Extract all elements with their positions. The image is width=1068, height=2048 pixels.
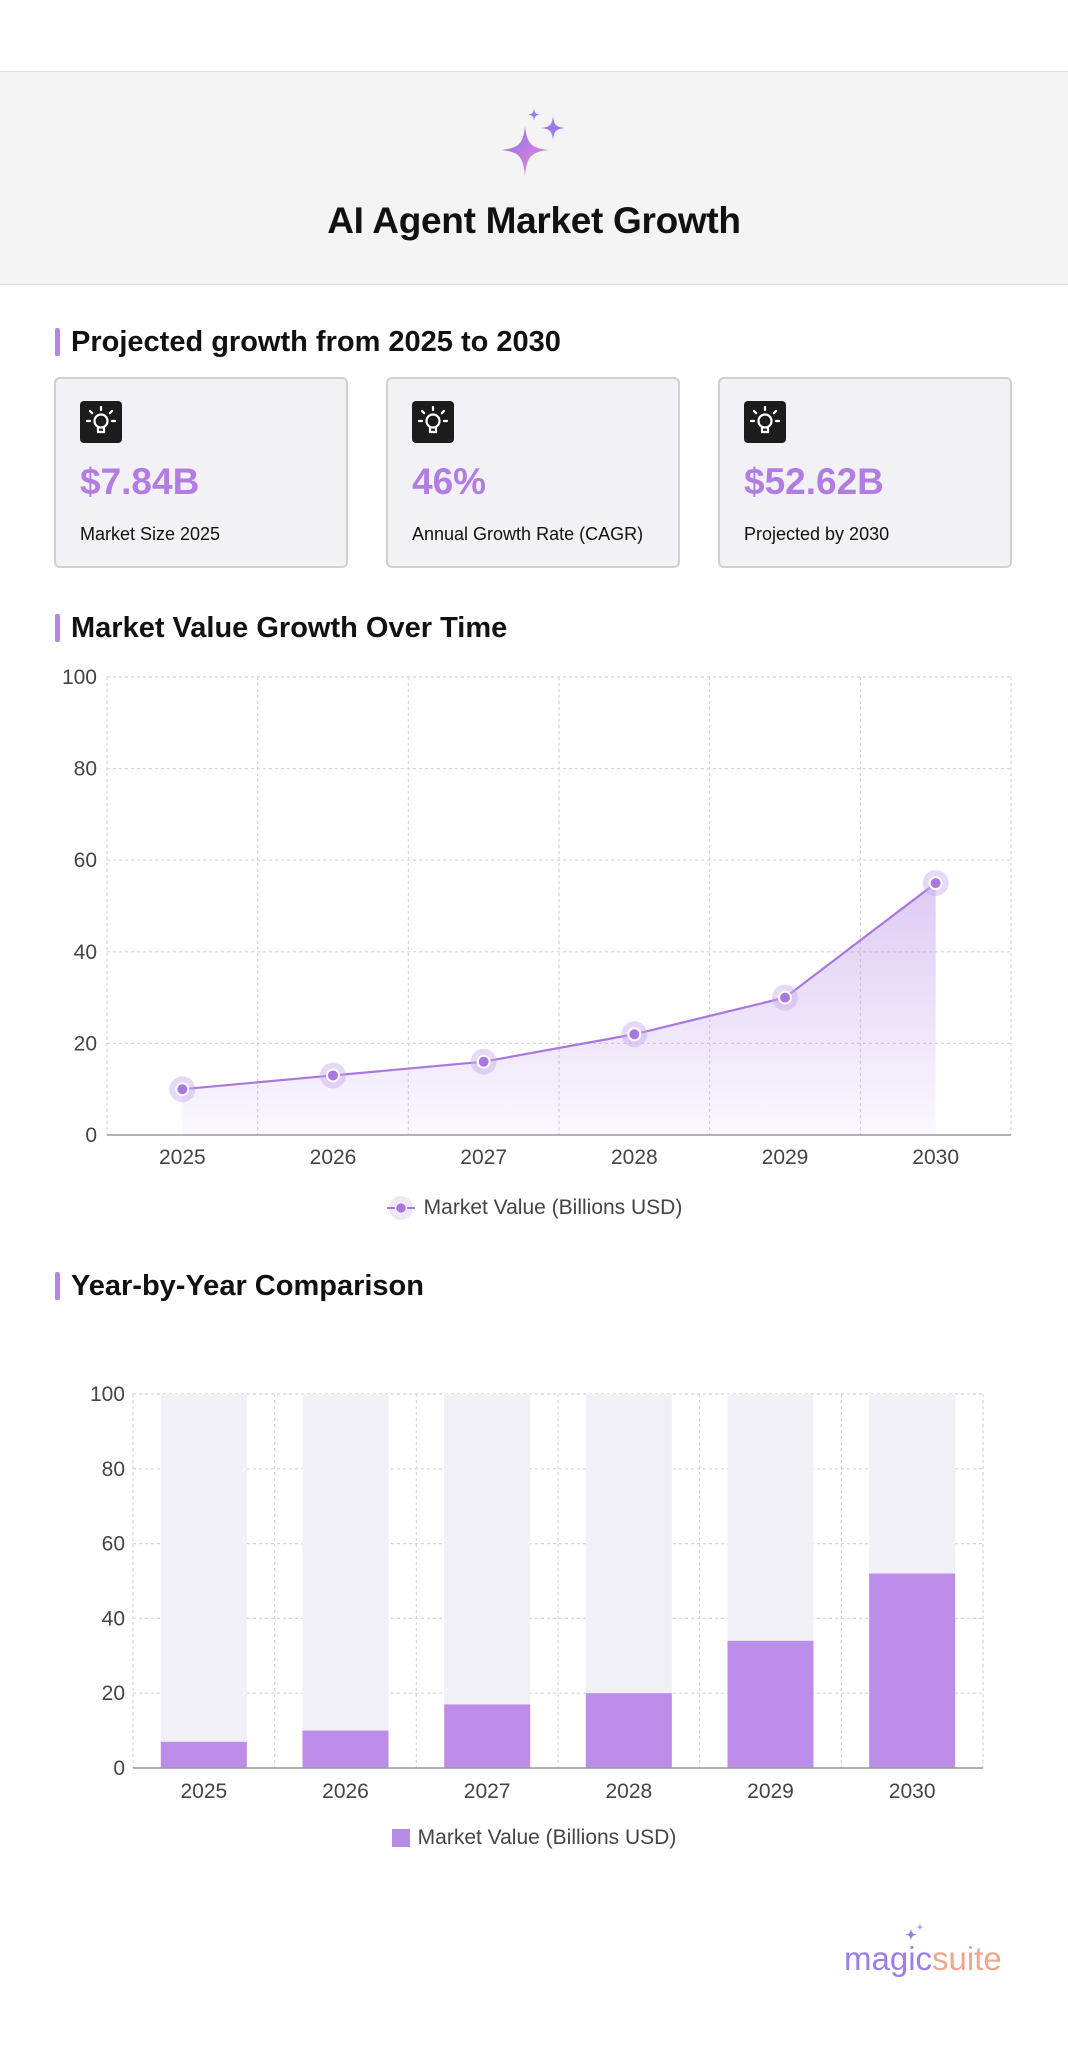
- series-line: [182, 882, 937, 1091]
- line-chart-legend: Market Value (Billions USD): [0, 1194, 1068, 1222]
- stats-section-title: Projected growth from 2025 to 2030: [55, 327, 561, 357]
- sparkles-icon: [501, 108, 565, 176]
- stat-value: 46%: [412, 461, 487, 502]
- stat-value: $52.62B: [744, 461, 884, 502]
- y-tick-label: 40: [74, 941, 97, 964]
- x-tick-label: 2027: [464, 1780, 511, 1803]
- y-tick-label: 0: [113, 1757, 125, 1780]
- x-tick-label: 2029: [762, 1146, 809, 1169]
- stat-value: $7.84B: [80, 461, 200, 502]
- bar-chart-section-title: Year-by-Year Comparison: [55, 1271, 424, 1301]
- legend-label: Market Value (Billions USD): [423, 1196, 683, 1219]
- y-tick-label: 40: [102, 1607, 125, 1630]
- bar: [869, 1573, 956, 1768]
- brand-wordmark: magicsuite: [844, 1940, 1002, 1978]
- x-tick-label: 2025: [180, 1780, 227, 1803]
- x-tick-label: 2030: [889, 1780, 936, 1803]
- bar: [727, 1640, 814, 1768]
- legend-label: Market Value (Billions USD): [417, 1826, 677, 1849]
- x-tick-label: 2026: [322, 1780, 369, 1803]
- bar: [585, 1693, 672, 1768]
- y-tick-label: 20: [102, 1682, 125, 1705]
- bar-track: [302, 1394, 389, 1768]
- y-tick-label: 60: [102, 1533, 125, 1556]
- y-tick-label: 60: [74, 849, 97, 872]
- x-tick-label: 2026: [310, 1146, 357, 1169]
- y-tick-label: 20: [74, 1032, 97, 1055]
- stat-card-projected: $52.62B Projected by 2030: [718, 377, 1012, 568]
- bar: [160, 1741, 247, 1768]
- bar-legend-marker: [391, 1829, 410, 1847]
- y-tick-label: 0: [85, 1124, 97, 1147]
- stat-label: Market Size 2025: [80, 524, 221, 544]
- line-legend-marker: [386, 1196, 415, 1220]
- y-tick-label: 80: [102, 1458, 125, 1481]
- data-point: [778, 990, 792, 1005]
- y-tick-label: 100: [90, 1383, 125, 1406]
- lightbulb-icon: [80, 401, 122, 443]
- x-tick-label: 2025: [159, 1146, 206, 1169]
- y-tick-label: 100: [62, 666, 97, 689]
- lightbulb-icon: [744, 401, 786, 443]
- stat-label: Annual Growth Rate (CAGR): [412, 524, 644, 544]
- line-chart-section-title: Market Value Growth Over Time: [55, 613, 507, 643]
- data-point: [627, 1027, 642, 1042]
- line-chart: 0 20 40 60 80 100 2025 2026 2027 2028 2029 2030: [62, 666, 1012, 1169]
- brand-sparkle-icon: [905, 1923, 924, 1941]
- bar-chart: 0 20 40 60 80 100 2025 2026 2027 2028 2029 2030: [90, 1383, 984, 1803]
- x-tick-label: 2028: [605, 1780, 652, 1803]
- stat-card-market-size: $7.84B Market Size 2025: [54, 377, 348, 568]
- x-tick-label: 2028: [611, 1146, 658, 1169]
- data-point: [326, 1068, 340, 1083]
- y-tick-label: 80: [74, 758, 97, 781]
- line-chart-grid: [106, 676, 1012, 1135]
- bar-chart-grid: [132, 1393, 984, 1768]
- x-tick-label: 2030: [912, 1146, 959, 1169]
- bar-track: [160, 1394, 247, 1768]
- header-banner: AI Agent Market Growth: [0, 71, 1068, 285]
- bar: [444, 1704, 531, 1768]
- data-point: [476, 1054, 491, 1069]
- bar: [302, 1730, 389, 1768]
- brand-logo: magicsuite: [840, 1922, 1020, 1977]
- x-tick-label: 2027: [460, 1146, 507, 1169]
- bar-chart-legend: Market Value (Billions USD): [0, 1824, 1068, 1852]
- data-point: [175, 1082, 190, 1097]
- lightbulb-icon: [412, 401, 454, 443]
- x-tick-label: 2029: [747, 1780, 794, 1803]
- stat-label: Projected by 2030: [744, 524, 890, 544]
- data-point: [928, 876, 943, 891]
- page-title: AI Agent Market Growth: [327, 200, 741, 241]
- brand-part-suite: suite: [932, 1940, 1002, 1977]
- stat-card-growth-rate: 46% Annual Growth Rate (CAGR): [386, 377, 680, 568]
- brand-part-magic: magic: [844, 1940, 933, 1977]
